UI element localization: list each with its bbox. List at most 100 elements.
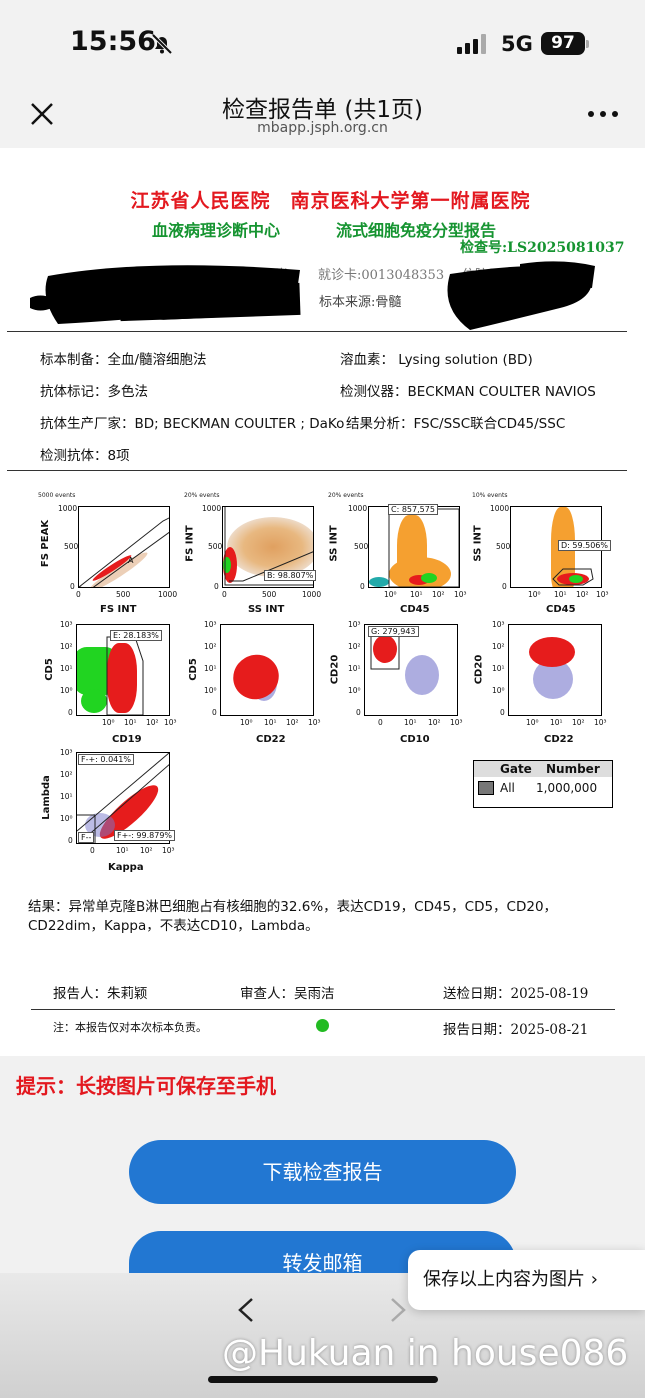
x-axis-label: Kappa [108, 862, 144, 873]
xtick: 10¹ [124, 718, 137, 727]
plot-events: 20% events [328, 492, 364, 499]
save-as-image-popup[interactable]: 保存以上内容为图片 › [408, 1250, 645, 1310]
watermark: @Hukuan in house086 [222, 1333, 629, 1374]
ytick: 500 [496, 542, 511, 551]
gate-number: 1,000,000 [536, 781, 598, 795]
download-report-button[interactable]: 下载检查报告 [129, 1140, 516, 1204]
population-green-low [81, 689, 107, 713]
ytick: 0 [360, 582, 365, 591]
plot-area [220, 624, 314, 716]
ytick: 10³ [60, 748, 73, 757]
ytick: 10² [60, 770, 73, 779]
more-icon[interactable] [586, 108, 620, 120]
back-arrow-icon[interactable] [234, 1295, 258, 1325]
forward-arrow-icon[interactable] [386, 1295, 410, 1325]
ytick: 10² [492, 642, 505, 651]
ytick: 10⁰ [348, 686, 361, 695]
home-indicator [208, 1376, 438, 1383]
plot-cd5-cd19: 10³ 10² 10¹ 10⁰ 0 10⁰ 10¹ 10² 10³ E: 28.… [36, 620, 177, 750]
x-axis-label: CD19 [112, 734, 142, 745]
plot-events: 20% events [184, 492, 220, 499]
reporter: 报告人：朱莉颖 [53, 986, 148, 1002]
page-url: mbapp.jsph.org.cn [257, 120, 388, 136]
verified-dot-icon [316, 1019, 329, 1032]
xtick: 0 [378, 718, 383, 727]
signal-icon [457, 34, 486, 54]
report-image[interactable]: 江苏省人民医院 南京医科大学第一附属医院 血液病理诊断中心 流式细胞免疫分型报告… [0, 148, 645, 1056]
gate-table: Gate Number All 1,000,000 [473, 760, 613, 808]
plot-cd20-cd22: 10³ 10² 10¹ 10⁰ 0 10⁰ 10¹ 10² 10³ CD22 C… [468, 620, 608, 750]
xtick: 10¹ [410, 590, 423, 599]
quadrant-gates [77, 753, 169, 843]
field-analysis: 结果分析：FSC/SSC联合CD45/SSC [346, 416, 566, 432]
population-green [569, 575, 583, 583]
ytick: 1000 [348, 504, 368, 513]
xtick: 0 [222, 590, 227, 599]
population-red [373, 635, 397, 663]
ytick: 500 [208, 542, 223, 551]
gate-header: Gate [500, 762, 532, 776]
y-axis-label: CD20 [329, 654, 341, 685]
y-axis-label: SS INT [328, 525, 340, 562]
xtick: 10² [286, 718, 299, 727]
xtick: 10¹ [550, 718, 563, 727]
plot-area [368, 506, 460, 588]
xtick: 10³ [308, 718, 321, 727]
field-instrument: 检测仪器：BECKMAN COULTER NAVIOS [340, 384, 596, 400]
plot-lambda-kappa: 10³ 10² 10¹ 10⁰ 0 0 10¹ 10² 10³ F-+: 0.0… [36, 748, 176, 878]
gate-label: F+-: 99.879% [114, 830, 176, 841]
population-red [409, 575, 429, 585]
ytick: 500 [64, 542, 79, 551]
ytick: 0 [356, 708, 361, 717]
ytick: 10⁰ [492, 686, 505, 695]
gate-label: D: 59.506% [558, 540, 611, 551]
xtick: 10³ [164, 718, 177, 727]
x-axis-label: CD22 [256, 734, 286, 745]
ytick: 10⁰ [60, 686, 73, 695]
y-axis-label: Lambda [40, 775, 52, 820]
field-manufacturer: 抗体生产厂家：BD; BECKMAN COULTER ; DaKo [40, 416, 345, 432]
ytick: 0 [502, 582, 507, 591]
plot-events: 5000 events [38, 492, 76, 499]
close-icon[interactable] [28, 100, 56, 128]
report-type: 流式细胞免疫分型报告 [336, 221, 497, 240]
ytick: 10³ [60, 620, 73, 629]
x-axis-label: FS INT [100, 604, 137, 615]
gate-label: G: 279,943 [368, 626, 419, 637]
ytick: 10² [204, 642, 217, 651]
x-axis-label: CD10 [400, 734, 430, 745]
gate-label: C: 857,575 [388, 504, 438, 515]
bell-slash-icon [151, 33, 173, 55]
xtick: 10⁰ [384, 590, 397, 599]
xtick: 10¹ [554, 590, 567, 599]
ytick: 10¹ [492, 664, 505, 673]
battery-tip [586, 40, 589, 48]
population-blue [405, 655, 439, 695]
xtick: 500 [262, 590, 277, 599]
xtick: 10² [140, 846, 153, 855]
field-lysing: 溶血素： Lysing solution (BD) [340, 352, 533, 368]
number-header: Number [546, 762, 600, 776]
gate-label: F-- [78, 832, 95, 843]
ytick: 10⁰ [60, 814, 73, 823]
exam-number: 检查号:LS2025081037 [460, 240, 625, 256]
plot-fs-int-ss-int: 20% events 1000 500 0 0 500 1000 B: 98.8… [182, 492, 322, 620]
ytick: 10¹ [60, 792, 73, 801]
plot-area [78, 506, 170, 588]
gate-b [224, 507, 313, 586]
gate-label: B: 98.807% [264, 570, 317, 581]
plot-area [76, 624, 170, 716]
plot-area [510, 506, 602, 588]
field-prep: 标本制备：全血/髓溶细胞法 [40, 352, 207, 368]
xtick: 10² [428, 718, 441, 727]
gate-color-swatch [478, 781, 494, 795]
xtick: 10² [572, 718, 585, 727]
ytick: 0 [68, 836, 73, 845]
population-red [529, 637, 575, 667]
submit-date: 送检日期：2025-08-19 [443, 986, 589, 1002]
hospital-name: 江苏省人民医院 南京医科大学第一附属医院 [130, 190, 531, 212]
ytick: 10³ [204, 620, 217, 629]
page-title: 检查报告单 (共1页) [222, 97, 423, 123]
ytick: 0 [68, 708, 73, 717]
report-note: 注：本报告仅对本次标本负责。 [53, 1021, 207, 1034]
